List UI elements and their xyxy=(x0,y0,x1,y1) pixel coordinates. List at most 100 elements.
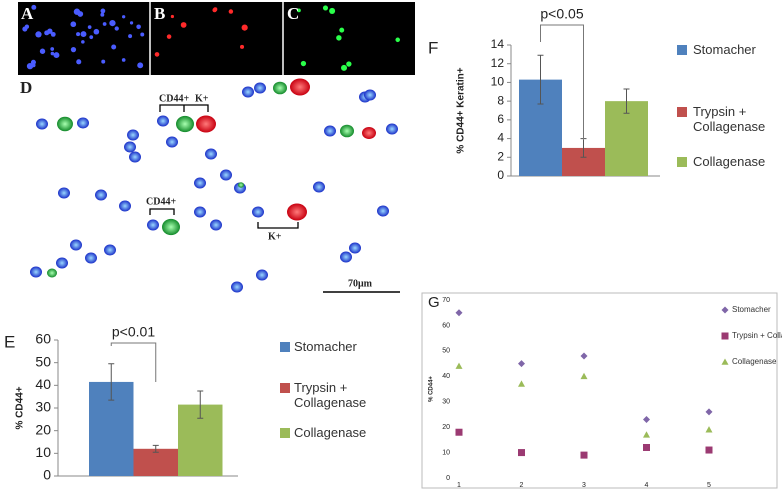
legend-swatch xyxy=(677,45,687,55)
bracket xyxy=(257,222,299,229)
cell-dot xyxy=(137,62,144,69)
y-tick-label: 30 xyxy=(35,399,51,415)
point xyxy=(705,446,713,454)
micrograph-dots xyxy=(22,4,401,71)
cell-dot xyxy=(35,31,42,38)
cell-dot xyxy=(322,5,329,11)
legend-label: Stomacher xyxy=(294,339,357,354)
cell-dot xyxy=(166,34,172,39)
bracket xyxy=(159,104,209,112)
cell xyxy=(30,266,42,278)
cell xyxy=(124,141,136,153)
x-tick-label: 2 xyxy=(520,482,524,489)
cell xyxy=(36,118,48,130)
cell-dot xyxy=(395,37,401,43)
cell xyxy=(77,117,89,129)
y-tick-label: 30 xyxy=(442,399,450,406)
cell-dot xyxy=(140,32,145,37)
cell xyxy=(287,203,307,221)
significance-bracket xyxy=(540,24,584,140)
point xyxy=(643,416,650,424)
y-tick-label: 0 xyxy=(43,467,51,483)
cell-dot xyxy=(297,8,301,13)
cell-dot xyxy=(170,14,174,19)
cell xyxy=(210,219,222,231)
cell-dot xyxy=(101,59,106,64)
cell-dot xyxy=(228,9,234,14)
legend-swatch xyxy=(280,428,290,438)
point xyxy=(643,431,650,438)
cell-dot xyxy=(77,11,84,17)
legend-label: Collagenase xyxy=(732,357,777,366)
y-tick-label: 14 xyxy=(491,37,505,51)
cell-dot xyxy=(300,60,307,67)
panel-label: A xyxy=(21,4,34,23)
y-tick-label: 60 xyxy=(35,331,51,347)
cell xyxy=(254,82,266,94)
legend-swatch xyxy=(280,383,290,393)
y-tick-label: 10 xyxy=(491,75,505,89)
legend-marker xyxy=(721,306,729,314)
cell-dot xyxy=(339,27,345,33)
y-tick-label: 60 xyxy=(442,322,450,329)
cell xyxy=(340,251,352,263)
cell xyxy=(364,89,376,101)
cell xyxy=(147,219,159,231)
cell xyxy=(194,177,206,189)
cell xyxy=(256,269,268,281)
annotation: CD44+ xyxy=(159,93,189,104)
cell-dot xyxy=(136,24,141,30)
cell xyxy=(205,148,217,160)
y-tick-label: 12 xyxy=(491,56,505,70)
cell-dot xyxy=(76,32,81,37)
annotation: K+ xyxy=(268,231,282,242)
y-axis-label: % CD44+ Keratin+ xyxy=(456,67,467,153)
y-tick-label: 4 xyxy=(497,131,504,145)
cell-dot xyxy=(22,26,28,32)
cell xyxy=(340,124,354,138)
cell xyxy=(324,125,336,137)
bracket xyxy=(149,208,175,215)
point xyxy=(518,360,525,368)
cell xyxy=(238,182,244,188)
panel-label: F xyxy=(428,38,438,57)
annotation: CD44+ xyxy=(146,196,176,207)
legend-label: Stomacher xyxy=(732,305,771,314)
cell xyxy=(290,78,310,96)
cell-dot xyxy=(87,25,92,29)
error-bar xyxy=(197,390,204,419)
cell-dot xyxy=(53,52,60,59)
y-tick-label: 0 xyxy=(446,475,450,482)
micrograph-cells xyxy=(30,78,398,293)
cell-dot xyxy=(30,59,36,65)
cell xyxy=(57,116,73,132)
cell xyxy=(377,205,389,217)
y-tick-label: 50 xyxy=(442,348,450,355)
cell xyxy=(220,169,232,181)
legend-marker xyxy=(721,358,729,365)
point xyxy=(705,426,713,433)
cell-dot xyxy=(122,15,126,19)
cell-dot xyxy=(89,35,94,40)
y-tick-label: 10 xyxy=(35,444,51,460)
point xyxy=(455,428,463,436)
cell xyxy=(56,257,68,269)
point xyxy=(518,380,525,387)
cell-dot xyxy=(70,46,77,53)
cell xyxy=(196,115,216,133)
panel-a-image xyxy=(18,2,150,75)
cell-dot xyxy=(70,21,77,28)
cell-dot xyxy=(109,19,116,27)
cell-dot xyxy=(329,7,336,14)
cell xyxy=(58,187,70,199)
cell-dot xyxy=(212,7,217,13)
y-tick-label: 20 xyxy=(442,424,450,431)
error-bar xyxy=(152,444,159,453)
panel-label: G xyxy=(428,294,440,311)
significance-label: p<0.05 xyxy=(540,6,583,22)
cell xyxy=(47,268,57,278)
cell-dot xyxy=(100,8,106,14)
cell-dot xyxy=(31,4,37,10)
cell xyxy=(386,123,398,135)
